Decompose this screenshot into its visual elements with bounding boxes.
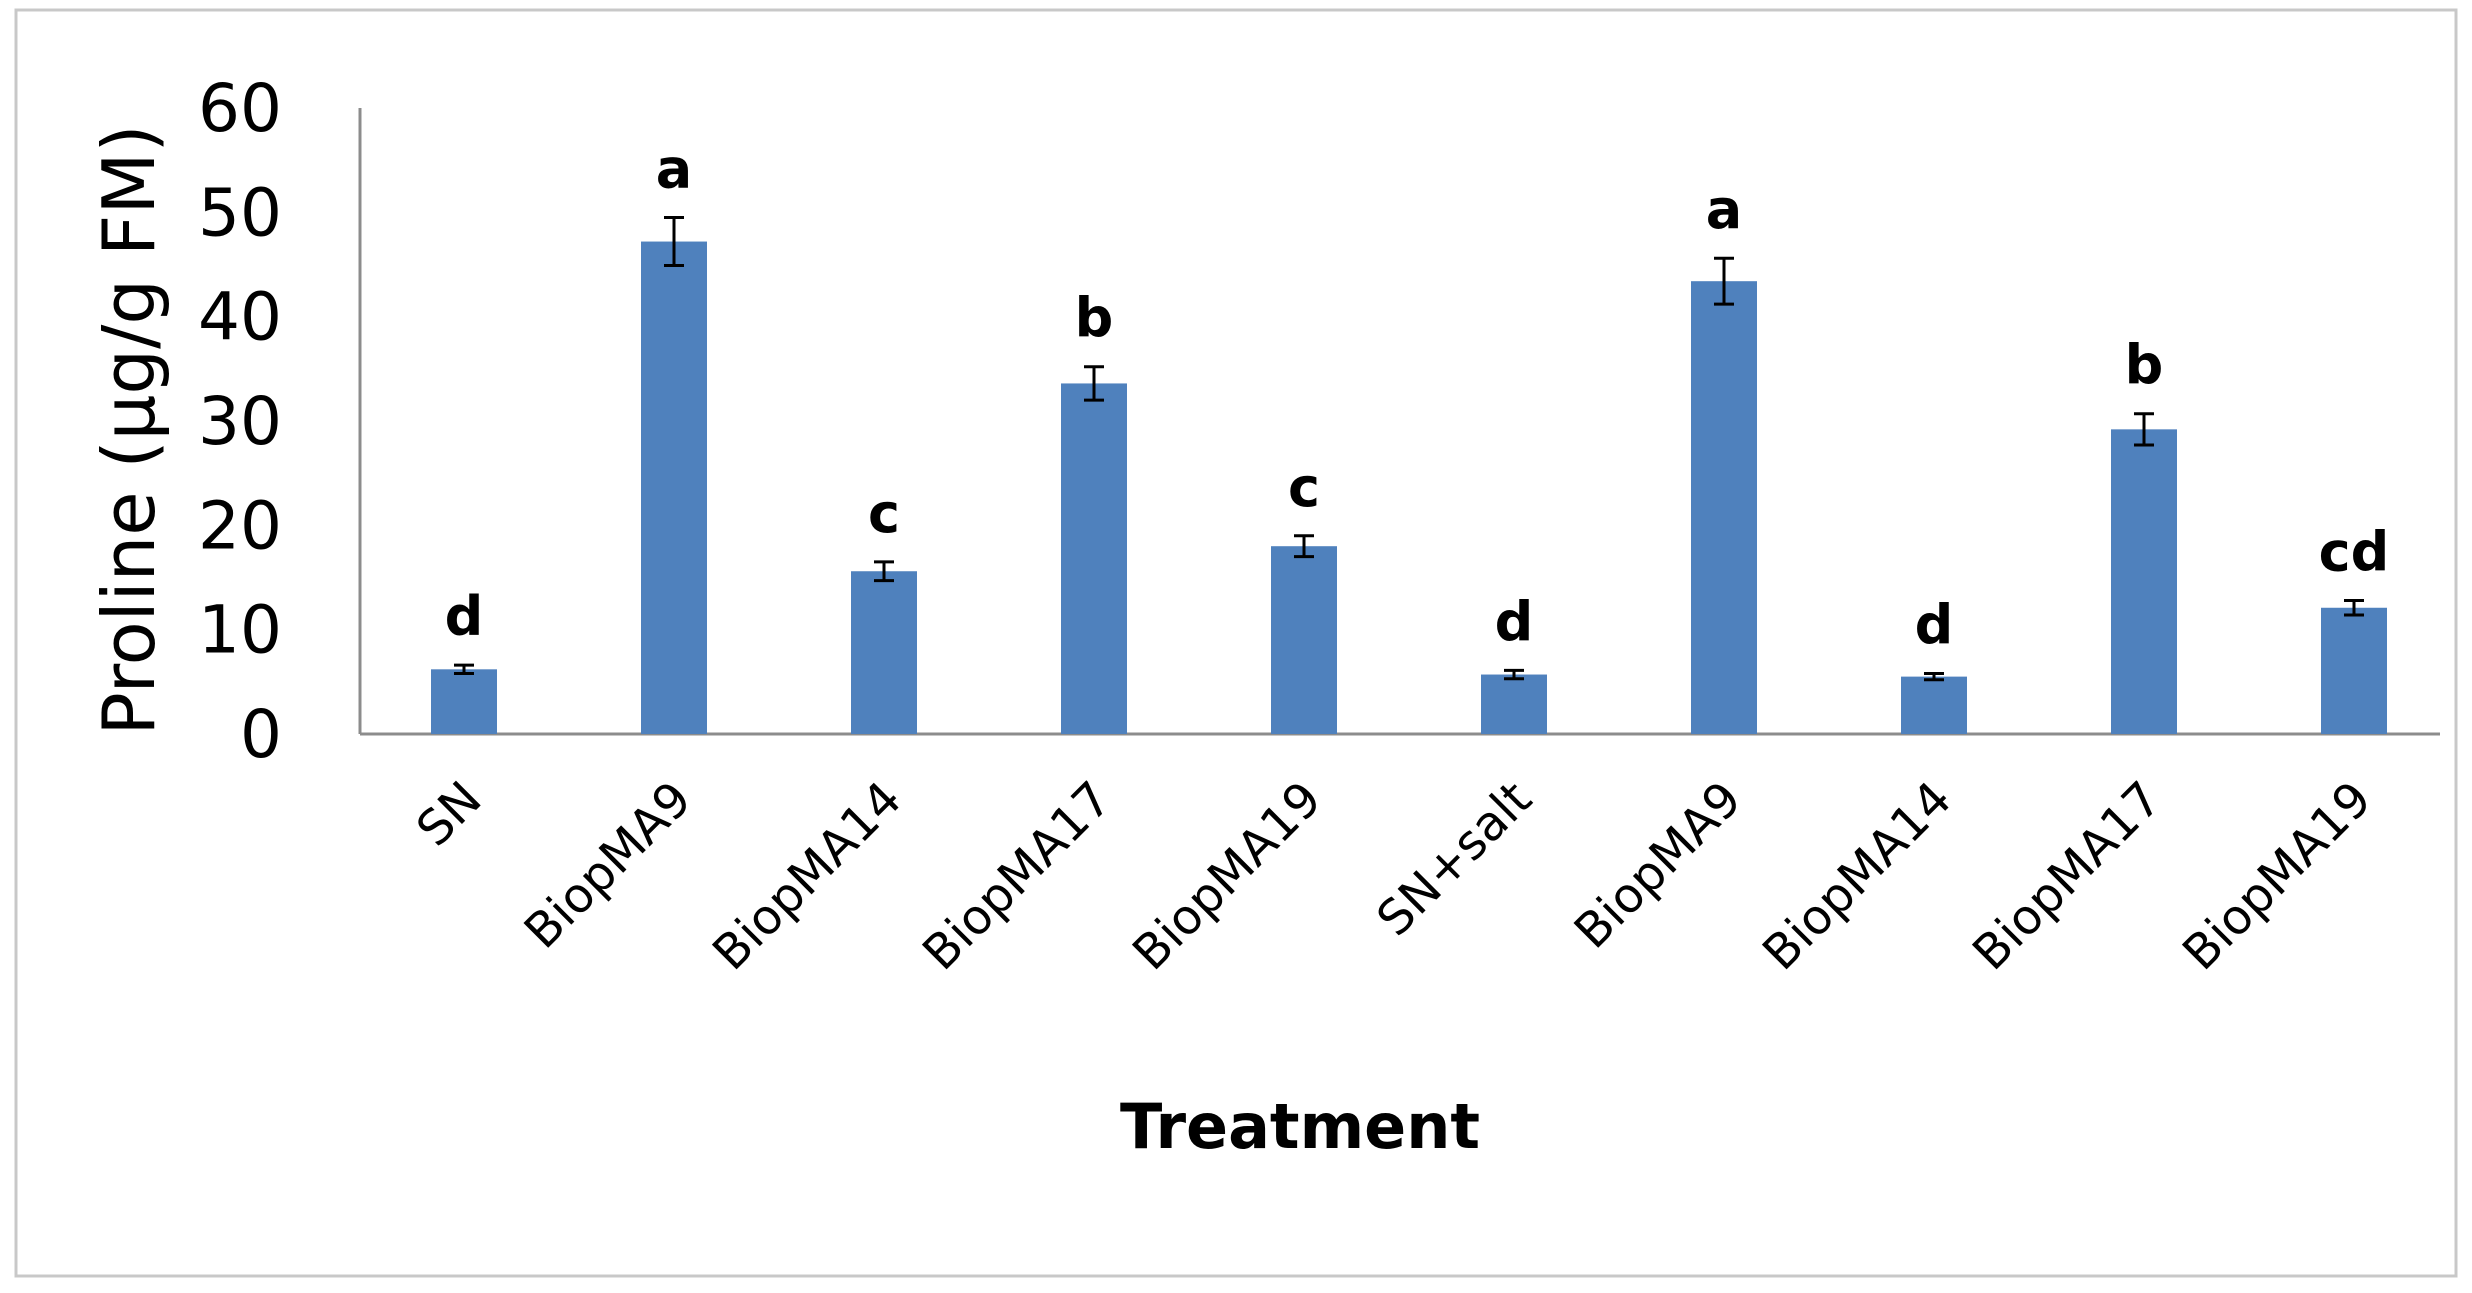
bar (431, 669, 497, 734)
y-axis-ticks: 0 10 20 30 40 50 60 (198, 70, 282, 773)
error-bar (874, 560, 894, 583)
error-bar (1084, 365, 1104, 402)
error-bar (1714, 256, 1734, 306)
chart-border (14, 8, 2458, 1278)
significance-label: a (656, 138, 692, 201)
bar (1481, 674, 1547, 734)
y-tick-label: 30 (198, 383, 282, 460)
significance-label: d (1495, 590, 1534, 653)
bar (2111, 429, 2177, 734)
error-bar (1924, 671, 1944, 682)
significance-label: cd (2319, 520, 2390, 583)
error-bars (454, 216, 2364, 682)
y-tick-label: 60 (198, 70, 282, 147)
significance-label: b (2125, 334, 2164, 397)
x-axis-title: Treatment (1120, 1090, 1480, 1163)
significance-label: d (445, 585, 484, 648)
significance-label: c (868, 482, 900, 545)
error-bar (2344, 598, 2364, 617)
error-bar (2134, 412, 2154, 447)
bar (1061, 383, 1127, 734)
significance-label: d (1915, 593, 1954, 656)
significance-label: a (1706, 178, 1742, 241)
y-tick-label: 10 (198, 592, 282, 669)
bar (641, 241, 707, 734)
bar (2321, 607, 2387, 734)
bar (851, 571, 917, 734)
bar (1901, 676, 1967, 734)
y-axis-title: Proline (µg/g FM) (87, 124, 171, 735)
significance-label: b (1075, 287, 1114, 350)
bars (431, 241, 2387, 734)
error-bar (1294, 534, 1314, 559)
bar (1691, 281, 1757, 734)
y-tick-label: 50 (198, 174, 282, 251)
error-bar (454, 663, 474, 675)
bar (1271, 546, 1337, 734)
y-tick-label: 0 (240, 696, 282, 773)
error-bar (1504, 668, 1524, 681)
error-bar (664, 216, 684, 268)
y-tick-label: 40 (198, 279, 282, 356)
significance-label: c (1288, 456, 1320, 519)
y-tick-label: 20 (198, 487, 282, 564)
